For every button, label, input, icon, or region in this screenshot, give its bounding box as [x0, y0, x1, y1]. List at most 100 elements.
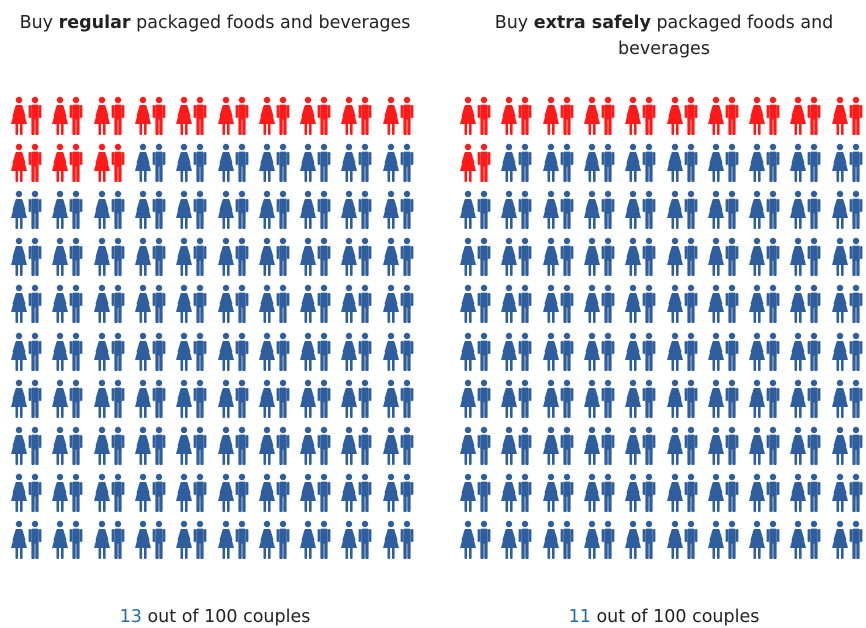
- couple-icon: [217, 96, 248, 135]
- couple-icon: [707, 143, 739, 183]
- couple-icon: [93, 520, 124, 559]
- couple-icon: [666, 520, 697, 559]
- couple-icon: [790, 143, 821, 183]
- couple-icon: [11, 473, 42, 512]
- caption-text: out of 100 couples: [590, 607, 760, 627]
- couple-icon: [258, 473, 290, 512]
- couple-icon: [217, 190, 248, 230]
- couple-icon: [749, 473, 780, 512]
- couple-icon: [258, 238, 290, 277]
- couple-icon: [176, 520, 207, 559]
- couple-icon: [542, 143, 573, 183]
- couple-icon: [707, 426, 739, 465]
- title-prefix: Buy: [19, 13, 59, 33]
- couple-icon: [93, 96, 124, 135]
- couple-icon: [176, 332, 207, 371]
- couple-icon: [625, 96, 656, 135]
- couple-icon: [749, 285, 780, 324]
- couple-icon: [134, 238, 166, 277]
- couple-icon: [707, 520, 739, 559]
- couple-icon: [460, 379, 491, 418]
- couple-icon: [134, 379, 166, 418]
- couple-icon: [382, 190, 414, 230]
- couple-icon: [341, 285, 372, 324]
- couple-icon: [300, 96, 331, 135]
- panel-title: Buy extra safely packaged foods and beve…: [449, 10, 866, 62]
- couple-icon: [625, 143, 656, 183]
- couple-icon: [583, 426, 615, 465]
- couple-icon: [460, 426, 491, 465]
- pictograph-grid: [459, 96, 866, 564]
- couple-icon: [625, 426, 656, 465]
- couple-icon: [300, 379, 331, 418]
- couple-icon: [707, 238, 739, 277]
- couple-icon: [134, 520, 166, 559]
- couple-icon: [93, 238, 124, 277]
- couple-icon: [258, 520, 290, 559]
- couple-icon: [625, 238, 656, 277]
- couple-icon: [258, 143, 290, 183]
- couple-icon: [217, 426, 248, 465]
- couple-icon: [501, 332, 532, 371]
- couple-icon: [583, 238, 615, 277]
- couple-icon: [501, 238, 532, 277]
- couple-icon: [707, 285, 739, 324]
- couple-icon: [382, 426, 414, 465]
- couple-icon: [460, 520, 491, 559]
- panel-title: Buy regular packaged foods and beverages: [0, 10, 430, 36]
- couple-icon: [790, 520, 821, 559]
- couple-icon: [341, 379, 372, 418]
- couple-icon: [666, 96, 697, 135]
- couple-icon: [341, 473, 372, 512]
- couple-icon: [258, 285, 290, 324]
- couple-icon: [176, 238, 207, 277]
- couple-icon: [749, 332, 780, 371]
- couple-icon: [666, 379, 697, 418]
- couple-icon: [625, 379, 656, 418]
- couple-icon: [790, 379, 821, 418]
- couple-icon: [341, 143, 372, 183]
- couple-icon: [134, 285, 166, 324]
- couple-icon: [831, 379, 863, 418]
- couple-icon: [542, 96, 573, 135]
- couple-icon: [749, 520, 780, 559]
- couple-icon: [382, 238, 414, 277]
- couple-icon: [176, 473, 207, 512]
- couple-icon: [11, 238, 42, 277]
- couple-icon: [749, 238, 780, 277]
- couple-icon: [542, 520, 573, 559]
- pictograph-grid: [10, 96, 420, 564]
- couple-icon: [460, 238, 491, 277]
- couple-icon: [52, 143, 83, 183]
- couple-icon: [300, 473, 331, 512]
- couple-icon: [460, 285, 491, 324]
- couple-icon: [460, 332, 491, 371]
- couple-icon: [11, 96, 42, 135]
- couple-icon: [341, 238, 372, 277]
- panel-caption: 11 out of 100 couples: [449, 606, 866, 628]
- couple-icon: [11, 379, 42, 418]
- couple-icon: [93, 379, 124, 418]
- couple-icon: [52, 379, 83, 418]
- couple-icon: [666, 332, 697, 371]
- title-prefix: Buy: [494, 13, 534, 33]
- couple-icon: [666, 190, 697, 230]
- title-bold: regular: [58, 13, 131, 33]
- couple-icon: [707, 473, 739, 512]
- couple-icon: [300, 238, 331, 277]
- couple-icon: [583, 190, 615, 230]
- couple-icon: [790, 426, 821, 465]
- couple-icon: [176, 96, 207, 135]
- count-value: 13: [119, 607, 142, 627]
- couple-icon: [501, 96, 532, 135]
- couple-icon: [217, 143, 248, 183]
- couple-icon: [52, 190, 83, 230]
- couple-icon: [831, 143, 863, 183]
- couple-icon: [176, 285, 207, 324]
- couple-icon: [501, 143, 532, 183]
- couple-icon: [258, 426, 290, 465]
- couple-icon: [707, 379, 739, 418]
- couple-icon: [52, 96, 83, 135]
- couple-icon: [93, 143, 124, 183]
- couple-icon: [382, 96, 414, 135]
